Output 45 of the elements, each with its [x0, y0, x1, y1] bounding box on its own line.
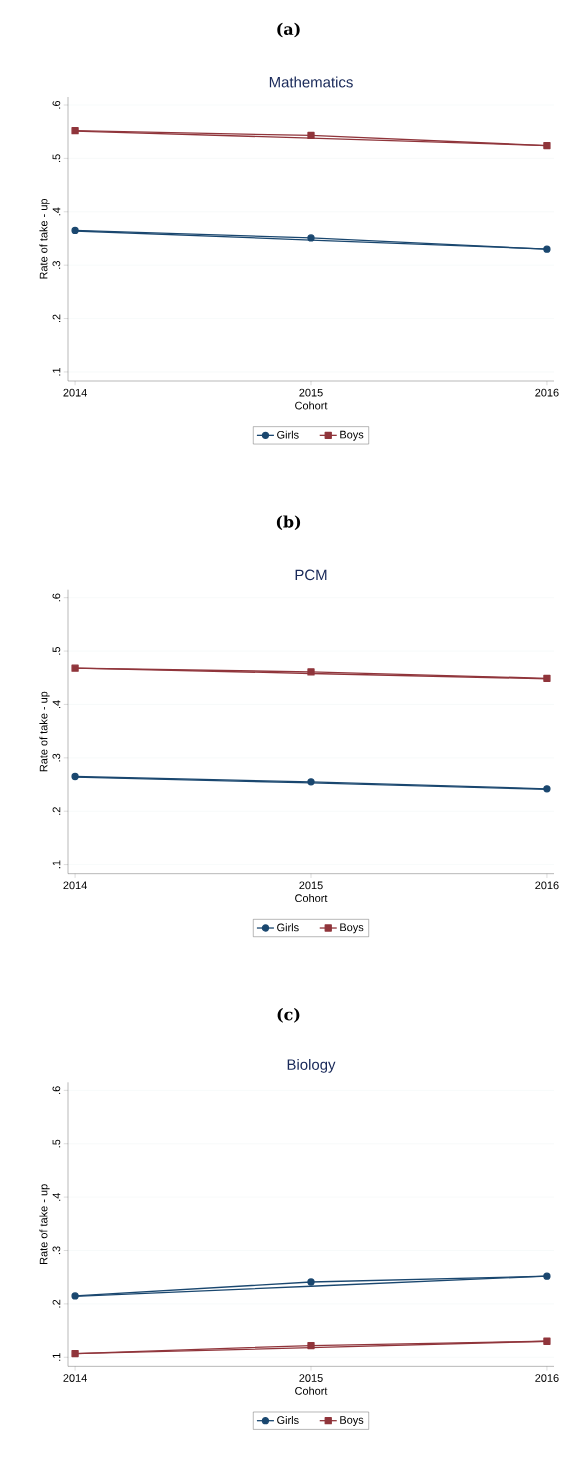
y-tick-label: .1 — [52, 860, 61, 869]
x-tick-label: 2015 — [299, 881, 323, 890]
y-tick-label: .3 — [52, 261, 61, 269]
x-axis-title: Cohort — [295, 894, 328, 903]
x-tick-label: 2014 — [63, 881, 87, 890]
y-tick-label: .5 — [52, 154, 61, 162]
y-axis-title: Rate of take - up — [39, 198, 50, 279]
x-tick-label: 2014 — [63, 388, 87, 397]
y-tick-label: .4 — [52, 207, 61, 216]
legend-label: Girls — [277, 923, 299, 932]
y-tick-label: .2 — [52, 314, 61, 323]
y-axis-title: Rate of take - up — [39, 691, 50, 772]
legend-label: Girls — [277, 430, 299, 439]
chart-subtitle: Mathematics — [269, 76, 353, 88]
legend-label: Boys — [340, 923, 364, 934]
y-tick-label: .3 — [52, 1246, 61, 1255]
x-tick-label: 2016 — [535, 881, 559, 890]
x-tick-label: 2015 — [299, 1374, 323, 1382]
chart-title: (c) — [277, 1008, 300, 1023]
x-tick-label: 2016 — [535, 388, 559, 397]
y-tick-label: .6 — [52, 100, 61, 109]
y-axis-title: Rate of take - up — [39, 1184, 50, 1264]
y-tick-label: .3 — [52, 753, 61, 762]
chart-subtitle: PCM — [295, 569, 327, 581]
x-tick-label: 2014 — [63, 1374, 87, 1382]
legend-label: Girls — [277, 1415, 299, 1425]
y-tick-label: .1 — [52, 367, 61, 376]
chart-title: (b) — [276, 515, 301, 530]
y-tick-label: .6 — [52, 1086, 61, 1094]
chart-subtitle: Biology — [287, 1058, 336, 1073]
y-tick-label: .5 — [52, 646, 61, 655]
legend-label: Boys — [340, 1416, 364, 1426]
legend-label: Boys — [340, 430, 364, 441]
y-tick-label: .1 — [52, 1353, 61, 1361]
x-axis-title: Cohort — [295, 401, 328, 410]
y-tick-label: .5 — [52, 1139, 61, 1148]
x-tick-label: 2016 — [535, 1374, 559, 1382]
y-tick-label: .6 — [52, 593, 61, 602]
x-axis-title: Cohort — [295, 1386, 328, 1395]
y-tick-label: .4 — [52, 700, 61, 709]
x-tick-label: 2015 — [299, 388, 323, 397]
chart-title: (a) — [277, 22, 300, 38]
y-tick-label: .4 — [52, 1192, 61, 1201]
y-tick-label: .2 — [52, 807, 61, 815]
y-tick-label: .2 — [52, 1299, 61, 1308]
